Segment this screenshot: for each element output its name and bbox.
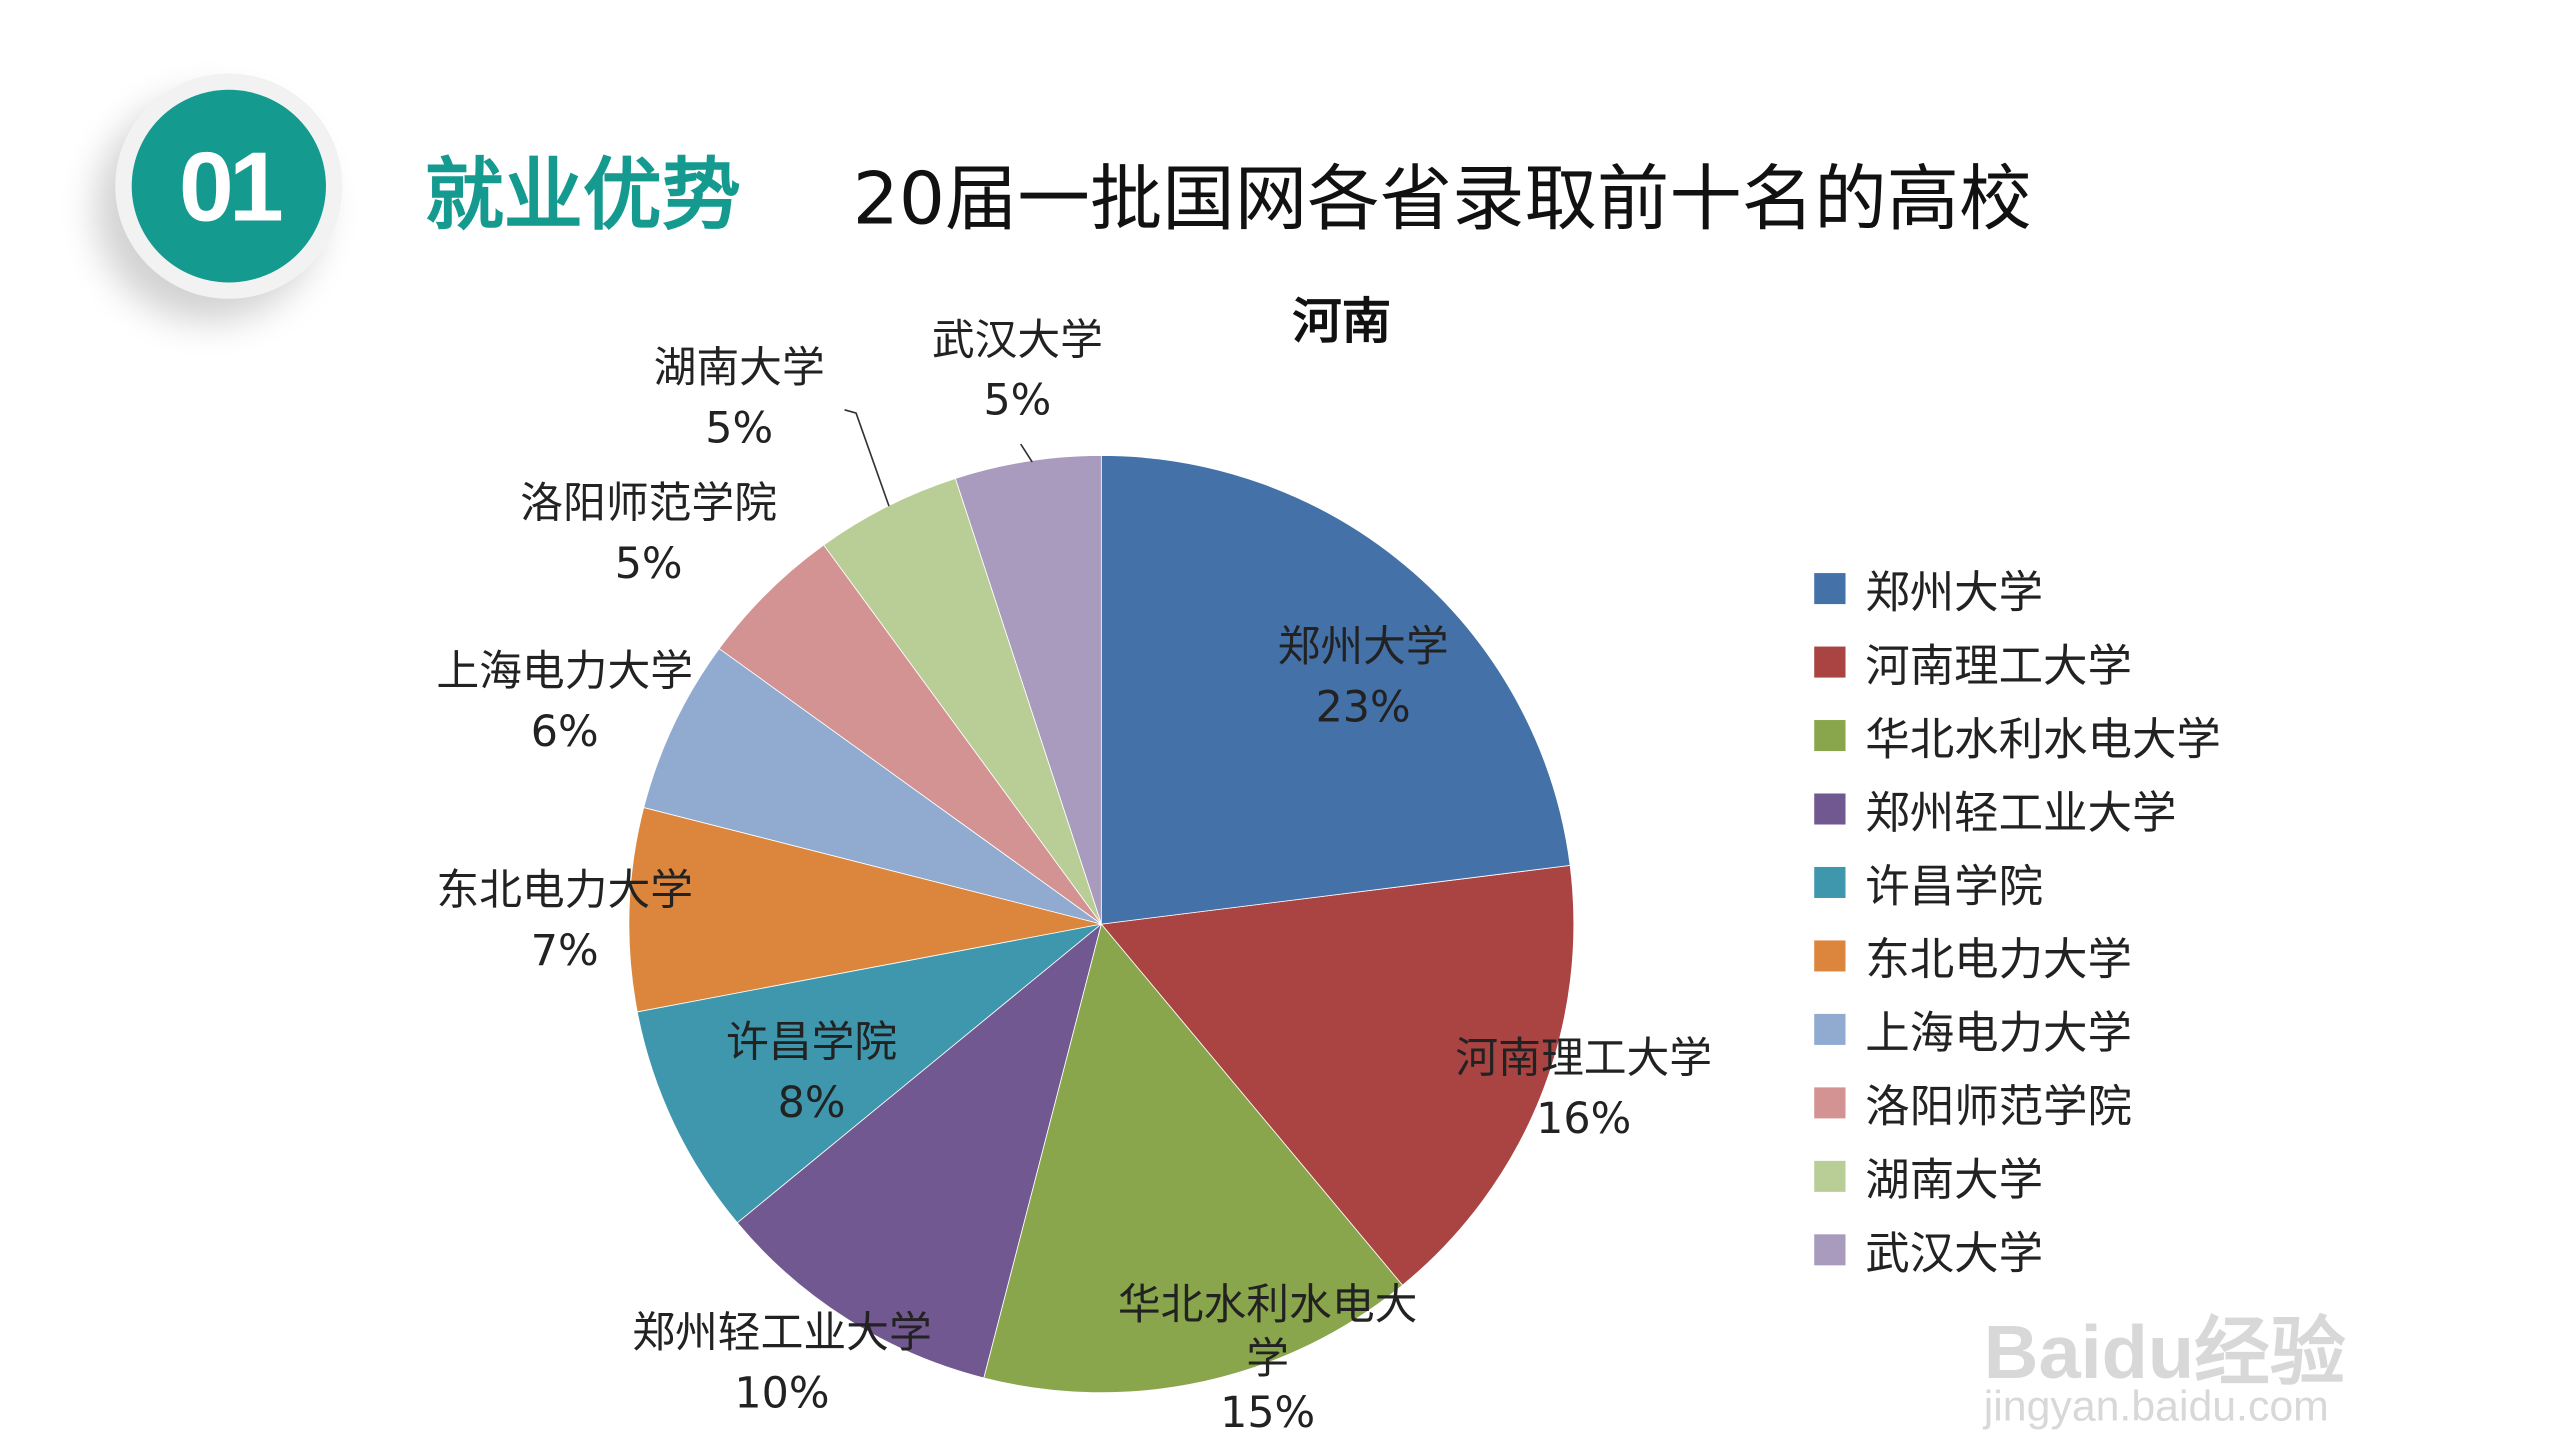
chart-title: 河南 <box>1292 292 1391 350</box>
data-label-value: 6% <box>531 707 599 757</box>
data-label-value: 23% <box>1316 683 1411 733</box>
legend-label: 武汉大学 <box>1865 1229 2044 1281</box>
legend-swatch <box>1814 1160 1846 1192</box>
legend-item: 河南理工大学 <box>1814 625 2221 698</box>
pie-slice-4 <box>636 923 1102 1224</box>
legend-swatch <box>1814 1234 1846 1266</box>
data-label-name: 华北水利水电大 <box>1118 1280 1418 1330</box>
legend-swatch <box>1814 1087 1846 1119</box>
legend-label: 许昌学院 <box>1865 862 2044 913</box>
pie-slice-6 <box>643 648 1102 925</box>
section-title: 就业优势 <box>424 150 741 242</box>
data-label-name: 洛阳师范学院 <box>520 479 777 529</box>
legend-label: 郑州轻工业大学 <box>1865 788 2177 840</box>
data-label-name: 上海电力大学 <box>436 647 693 697</box>
pie-slice-3 <box>736 922 1103 1379</box>
legend-item: 郑州大学 <box>1814 552 2221 625</box>
legend-item: 洛阳师范学院 <box>1814 1066 2221 1139</box>
legend-label: 东北电力大学 <box>1865 935 2132 987</box>
badge: 01 <box>115 73 343 299</box>
data-label-value: 10% <box>734 1369 829 1419</box>
legend-item: 东北电力大学 <box>1814 919 2221 992</box>
legend-swatch <box>1814 646 1846 678</box>
legend-label: 湖南大学 <box>1865 1155 2044 1207</box>
pie-slice-9 <box>954 455 1102 925</box>
data-label-value: 5% <box>983 376 1051 426</box>
legend-label: 华北水利水电大学 <box>1865 715 2221 766</box>
legend-swatch <box>1814 573 1846 605</box>
data-label-value: 5% <box>705 404 773 454</box>
legend-label: 上海电力大学 <box>1865 1009 2132 1060</box>
watermark-url: jingyan.baidu.com <box>1983 1381 2329 1431</box>
leader-lines <box>844 409 1033 507</box>
legend-item: 华北水利水电大学 <box>1814 699 2221 772</box>
pie-slice-1 <box>1100 864 1575 1286</box>
legend-item: 郑州轻工业大学 <box>1814 772 2221 845</box>
data-label-name: 湖南大学 <box>654 343 825 393</box>
legend-label: 郑州大学 <box>1865 568 2044 619</box>
legend-label: 河南理工大学 <box>1865 641 2132 693</box>
legend-swatch <box>1814 720 1846 752</box>
data-label-name: 郑州轻工业大学 <box>632 1308 932 1358</box>
pie-slice-0 <box>1100 455 1571 925</box>
legend-item: 武汉大学 <box>1814 1213 2221 1286</box>
legend-item: 湖南大学 <box>1814 1140 2221 1213</box>
legend-swatch <box>1814 1013 1846 1045</box>
legend-swatch <box>1814 866 1846 898</box>
legend-item: 许昌学院 <box>1814 846 2221 919</box>
badge-number: 01 <box>131 89 326 283</box>
data-label-value: 8% <box>778 1078 846 1128</box>
data-label-value: 16% <box>1536 1094 1631 1144</box>
watermark-logo: Baidu经验 <box>1983 1309 2346 1395</box>
data-label-value: 7% <box>531 926 599 976</box>
pie-slice-2 <box>983 923 1404 1394</box>
page-title: 20届一批国网各省录取前十名的高校 <box>852 158 2032 242</box>
data-label-value: 15% <box>1220 1388 1315 1438</box>
pie-slice-5 <box>628 807 1102 1013</box>
pie-slice-8 <box>823 477 1102 925</box>
legend-swatch <box>1814 793 1846 825</box>
legend-label: 洛阳师范学院 <box>1865 1082 2132 1134</box>
data-label-name: 河南理工大学 <box>1455 1034 1712 1084</box>
data-label-value: 5% <box>615 539 683 589</box>
data-label-name: 武汉大学 <box>932 315 1103 365</box>
legend: 郑州大学河南理工大学华北水利水电大学 郑州轻工业大学 许昌学院东北电力大学 上海电力大… <box>1814 552 2221 1287</box>
data-label-name: 东北电力大学 <box>436 866 693 916</box>
data-label-name: 郑州大学 <box>1278 622 1449 672</box>
legend-item: 上海电力大学 <box>1814 993 2221 1066</box>
data-label-name: 学 <box>1246 1334 1289 1384</box>
data-label-name: 许昌学院 <box>726 1018 897 1068</box>
legend-swatch <box>1814 940 1846 972</box>
pie-slice-7 <box>718 544 1102 925</box>
